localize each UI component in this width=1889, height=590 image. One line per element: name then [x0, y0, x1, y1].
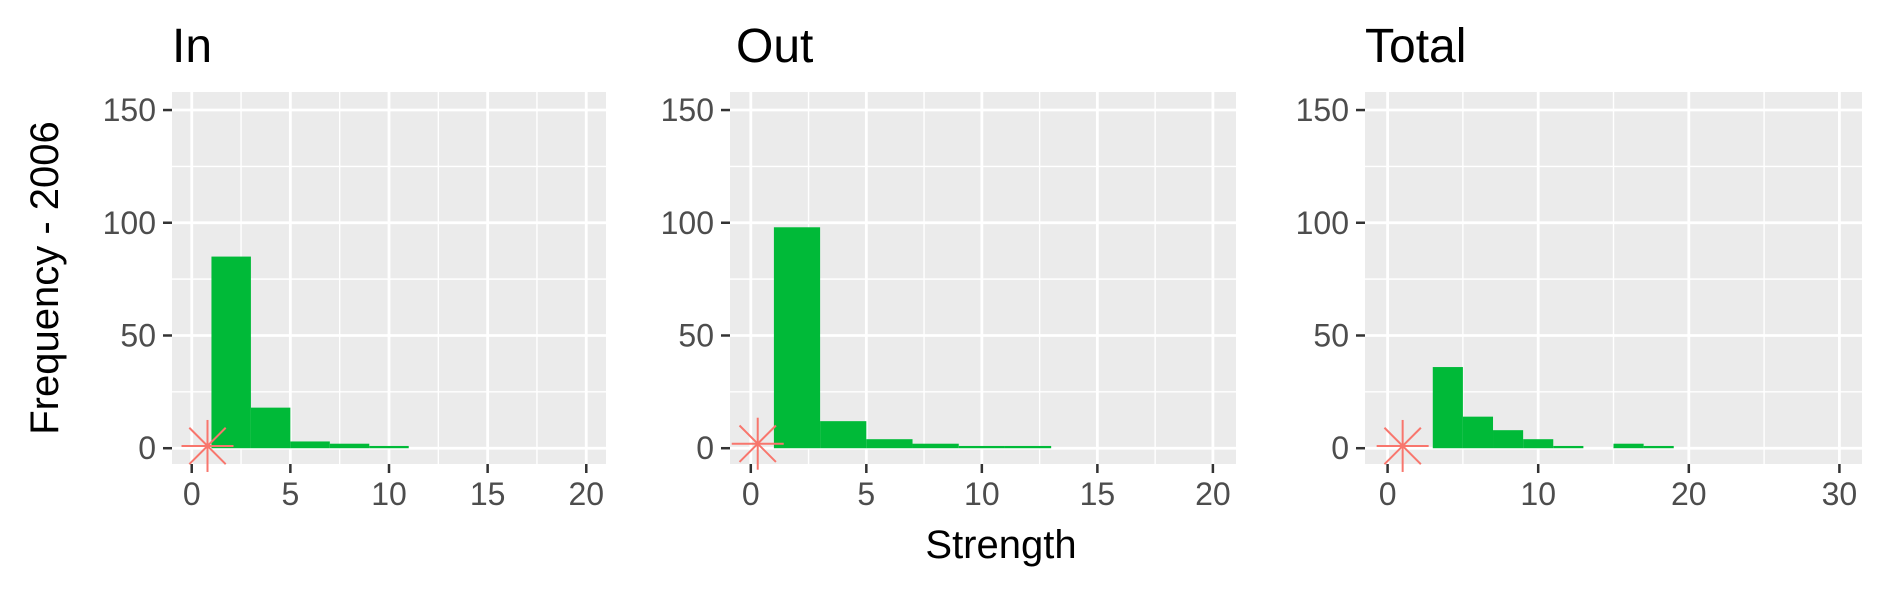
histogram-bar	[820, 421, 867, 449]
x-tick-label: 20	[568, 476, 604, 512]
x-tick-label: 20	[1671, 476, 1707, 512]
y-tick-label: 100	[661, 205, 714, 241]
y-tick-label: 150	[103, 92, 156, 128]
panel-2: Out 0 50 100 150 0 5 10 15 20	[661, 20, 1236, 512]
asterisk-marker	[1376, 419, 1429, 472]
x-tick-label: 5	[281, 476, 299, 512]
histogram-bar	[1613, 443, 1644, 449]
panel-title: Total	[1365, 20, 1466, 73]
panel-title: In	[172, 20, 212, 73]
y-tick-label: 50	[678, 317, 714, 353]
histogram-bar	[1553, 445, 1584, 449]
y-tick-label: 50	[1313, 317, 1349, 353]
y-tick-label: 100	[103, 205, 156, 241]
panel-1: In 0 50 100 150 0 5 10 15 20	[103, 20, 606, 512]
histogram-bar	[958, 445, 1005, 449]
histogram-bar	[1004, 445, 1052, 449]
y-tick-label: 0	[138, 430, 156, 466]
y-tick-label: 100	[1296, 205, 1349, 241]
y-tick-label: 150	[661, 92, 714, 128]
x-tick-label: 0	[183, 476, 201, 512]
y-tick-label: 150	[1296, 92, 1349, 128]
x-tick-label: 30	[1822, 476, 1858, 512]
x-tick-label: 10	[371, 476, 407, 512]
histogram-bar	[773, 227, 821, 449]
x-tick-label: 15	[1080, 476, 1116, 512]
panel-3: Total 0 50 100 150 0 10 20 30	[1296, 20, 1862, 512]
y-tick-label: 0	[1331, 430, 1349, 466]
histogram-bar	[369, 445, 409, 449]
histogram-bar	[329, 443, 370, 449]
histogram-bar	[250, 407, 291, 449]
x-tick-label: 10	[1520, 476, 1556, 512]
x-tick-label: 0	[742, 476, 760, 512]
x-axis-label: Strength	[925, 523, 1076, 567]
x-tick-label: 10	[964, 476, 1000, 512]
histogram-bar	[1523, 439, 1554, 449]
x-tick-label: 15	[470, 476, 506, 512]
histogram-bar	[1643, 445, 1674, 449]
y-tick-label: 50	[120, 317, 156, 353]
histogram-bar	[866, 439, 913, 449]
x-tick-label: 20	[1195, 476, 1231, 512]
panel-title: Out	[736, 20, 813, 73]
histogram-bar	[1493, 430, 1524, 449]
histogram-bar	[1432, 367, 1463, 449]
histogram-bar	[290, 441, 330, 449]
y-axis-label: Frequency - 2006	[23, 121, 67, 435]
asterisk-marker	[181, 419, 234, 472]
y-tick-label: 0	[696, 430, 714, 466]
x-tick-label: 5	[857, 476, 875, 512]
histogram-bar	[211, 256, 251, 449]
histogram-bar	[1462, 416, 1494, 449]
x-tick-label: 0	[1379, 476, 1397, 512]
asterisk-marker	[731, 417, 784, 470]
histogram-bar	[912, 443, 959, 449]
